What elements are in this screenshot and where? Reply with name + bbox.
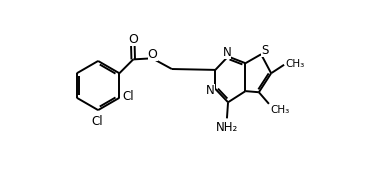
Text: CH₃: CH₃ bbox=[270, 105, 289, 115]
Text: Cl: Cl bbox=[91, 115, 103, 128]
Text: N: N bbox=[223, 46, 231, 58]
Text: O: O bbox=[148, 48, 157, 61]
Text: N: N bbox=[206, 84, 215, 96]
Text: Cl: Cl bbox=[122, 90, 134, 103]
Text: S: S bbox=[261, 44, 269, 57]
Text: CH₃: CH₃ bbox=[285, 59, 305, 69]
Text: NH₂: NH₂ bbox=[216, 121, 238, 134]
Text: O: O bbox=[128, 33, 138, 46]
